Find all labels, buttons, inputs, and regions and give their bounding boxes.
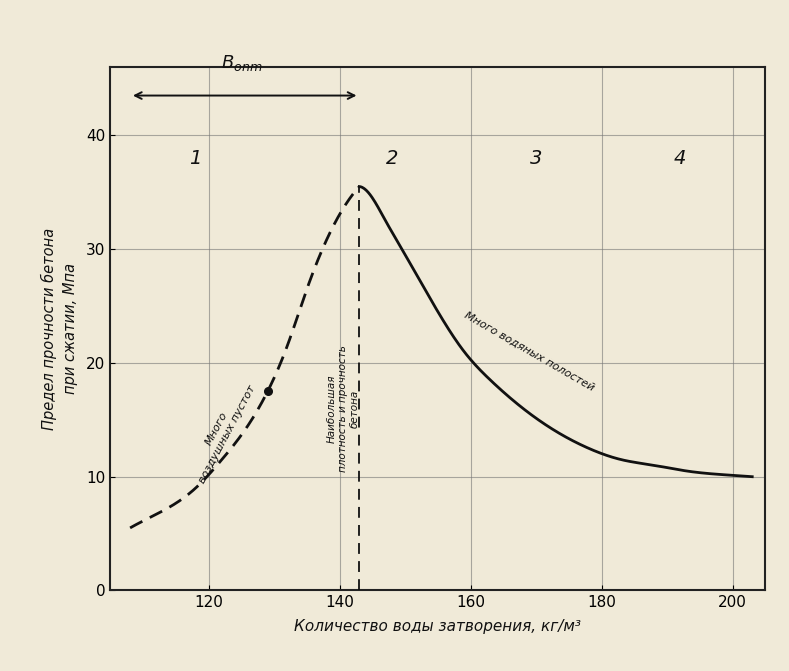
Text: 1: 1 [189,148,202,168]
Text: Много
воздушных пустот: Много воздушных пустот [186,378,257,484]
Text: $B_{onm}$: $B_{onm}$ [221,53,262,72]
Text: Наибольшая
плотность и прочность
бетона: Наибольшая плотность и прочность бетона [327,345,360,472]
Text: 2: 2 [386,148,398,168]
Y-axis label: Предел прочности бетона
при сжатии, Мпа: Предел прочности бетона при сжатии, Мпа [41,227,78,430]
X-axis label: Количество воды затворения, кг/м³: Количество воды затворения, кг/м³ [294,619,581,633]
Text: 4: 4 [674,148,686,168]
Text: 3: 3 [530,148,542,168]
Text: Много водяных полостей: Много водяных полостей [463,310,596,393]
